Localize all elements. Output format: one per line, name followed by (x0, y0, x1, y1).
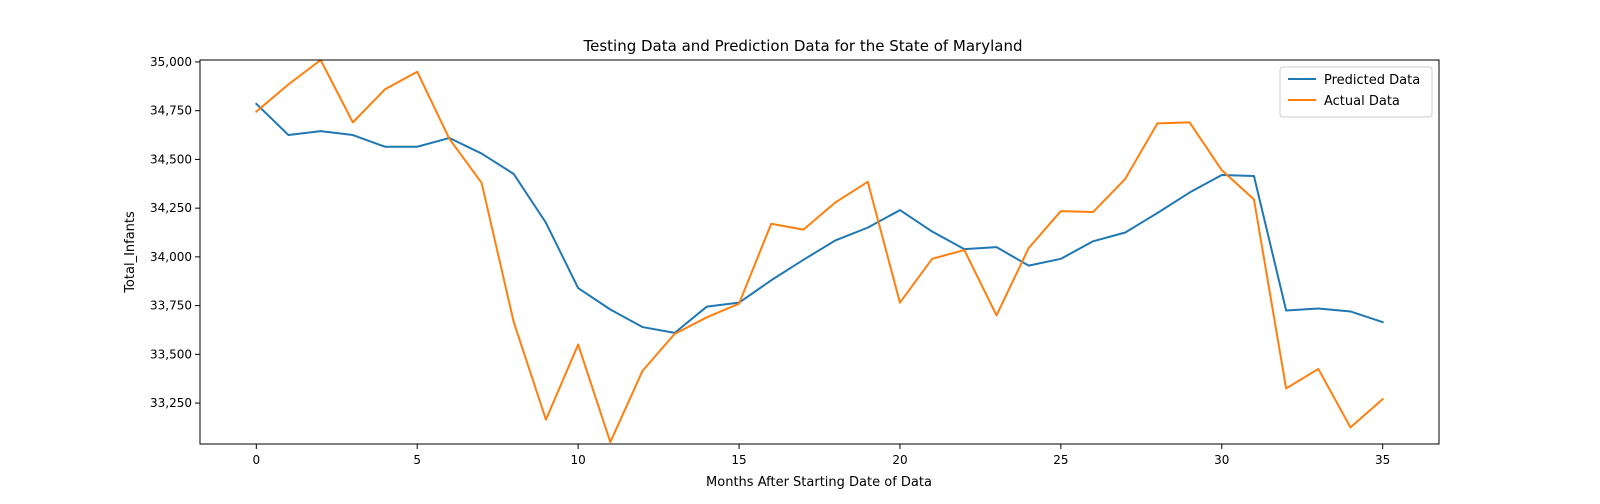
x-tick-label: 20 (892, 453, 907, 467)
legend-label-predicted-data: Predicted Data (1324, 73, 1420, 88)
series-line-actual-data (254, 60, 1385, 444)
legend-box (1279, 66, 1433, 118)
y-axis: 33,250 33,500 33,750 34,000 34,250 34,500 34,7… (150, 55, 200, 410)
legend-label-actual-data: Actual Data (1324, 94, 1400, 109)
x-tick-label: 30 (1214, 453, 1229, 467)
x-tick-label: 25 (1053, 453, 1068, 467)
y-tick-label: 34,750 (150, 104, 192, 118)
x-tick-label: 15 (731, 453, 746, 467)
x-tick-label: 5 (413, 453, 421, 467)
x-axis: 0 5 10 15 20 25 30 35 (252, 444, 1390, 467)
plot-area-frame (199, 59, 1440, 445)
y-tick-label: 33,250 (150, 396, 192, 410)
y-tick-label: 34,500 (150, 152, 192, 166)
x-tick-label: 10 (570, 453, 585, 467)
y-axis-label: Total_Infants (123, 211, 138, 294)
x-tick-label: 35 (1375, 453, 1390, 467)
chart-title: Testing Data and Prediction Data for the… (583, 37, 1023, 55)
legend: Predicted Data Actual Data (1279, 66, 1433, 118)
y-tick-label: 35,000 (150, 55, 192, 69)
y-tick-label: 34,250 (150, 201, 192, 215)
y-tick-label: 33,750 (150, 299, 192, 313)
x-axis-label: Months After Starting Date of Data (706, 475, 932, 490)
series-layer (254, 60, 1385, 444)
x-tick-label: 0 (252, 453, 260, 467)
series-line-predicted-data (254, 102, 1384, 334)
y-tick-label: 33,500 (150, 347, 192, 361)
y-tick-label: 34,000 (150, 250, 192, 264)
